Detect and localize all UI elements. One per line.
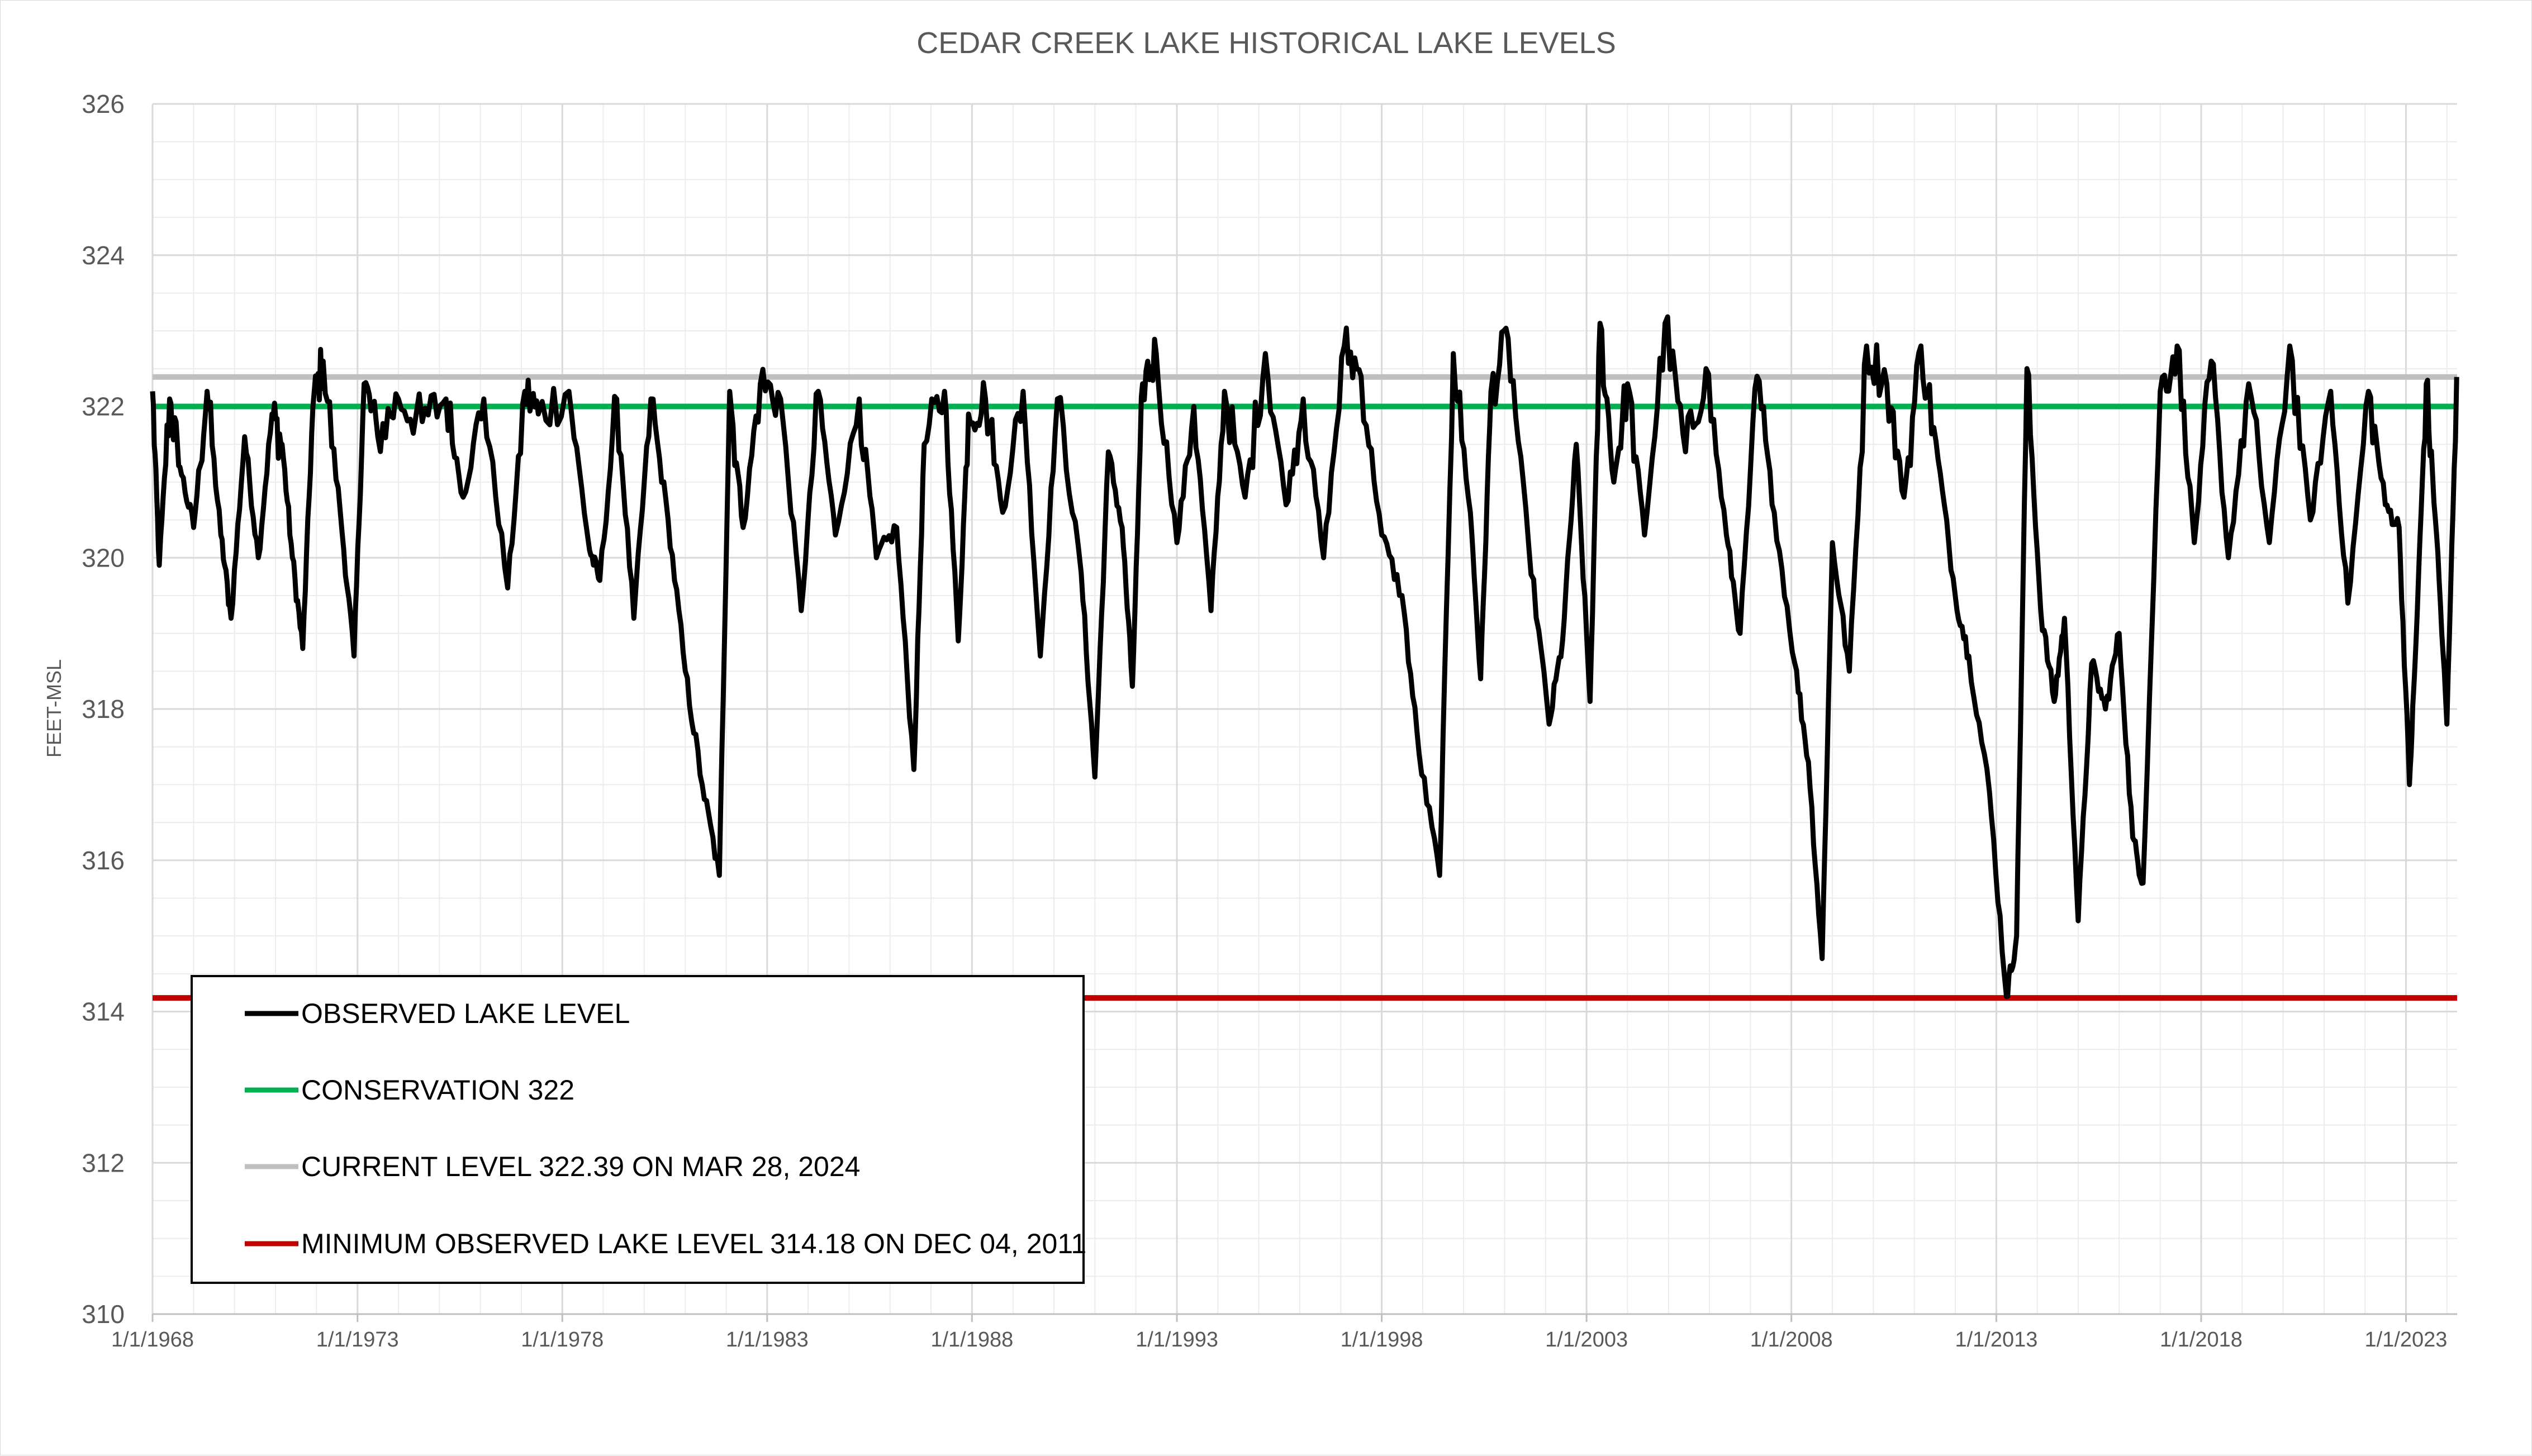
legend: OBSERVED LAKE LEVEL CONSERVATION 322 CURRE… [191, 975, 1086, 1284]
x-tick-label: 1/1/2008 [1750, 1328, 1833, 1352]
y-tick-label: 324 [82, 241, 125, 270]
y-tick-label: 318 [82, 694, 125, 724]
y-tick-label: 326 [82, 89, 125, 118]
x-tick-label: 1/1/1973 [316, 1328, 399, 1352]
x-tick-label: 1/1/1968 [111, 1328, 194, 1352]
chart-title: CEDAR CREEK LAKE HISTORICAL LAKE LEVELS [916, 26, 1616, 60]
legend-label: CURRENT LEVEL 322.39 ON MAR 28, 2024 [301, 1151, 860, 1182]
legend-label: OBSERVED LAKE LEVEL [301, 998, 630, 1029]
x-tick-label: 1/1/2013 [1955, 1328, 2037, 1352]
x-tick-label: 1/1/2003 [1545, 1328, 1628, 1352]
y-tick-label: 322 [82, 392, 125, 421]
legend-label: MINIMUM OBSERVED LAKE LEVEL 314.18 ON DE… [301, 1228, 1086, 1259]
y-tick-label: 312 [82, 1148, 125, 1177]
y-tick-label: 310 [82, 1300, 125, 1329]
x-tick-label: 1/1/2023 [2365, 1328, 2448, 1352]
x-tick-label: 1/1/1993 [1136, 1328, 1218, 1352]
x-tick-label: 1/1/1988 [930, 1328, 1013, 1352]
y-tick-label: 320 [82, 543, 125, 572]
axes [151, 1313, 2457, 1322]
x-tick-label: 1/1/1978 [521, 1328, 604, 1352]
y-tick-label: 316 [82, 846, 125, 875]
legend-box [191, 975, 1085, 1284]
observed-series [150, 314, 2459, 999]
x-tick-label: 1/1/1998 [1341, 1328, 1423, 1352]
y-tick-label: 314 [82, 997, 125, 1026]
y-axis-label: FEET-MSL [42, 659, 65, 758]
x-tick-label: 1/1/2018 [2160, 1328, 2243, 1352]
legend-label: CONSERVATION 322 [301, 1074, 574, 1106]
x-tick-label: 1/1/1983 [726, 1328, 809, 1352]
x-tick-labels: 1/1/1968 1/1/1973 1/1/1978 1/1/1983 1/1/1988… [111, 1328, 2447, 1352]
observed-lake-level-line [150, 314, 2459, 999]
y-tick-labels: 310 312 314 316 318 320 322 324 326 [82, 89, 125, 1329]
